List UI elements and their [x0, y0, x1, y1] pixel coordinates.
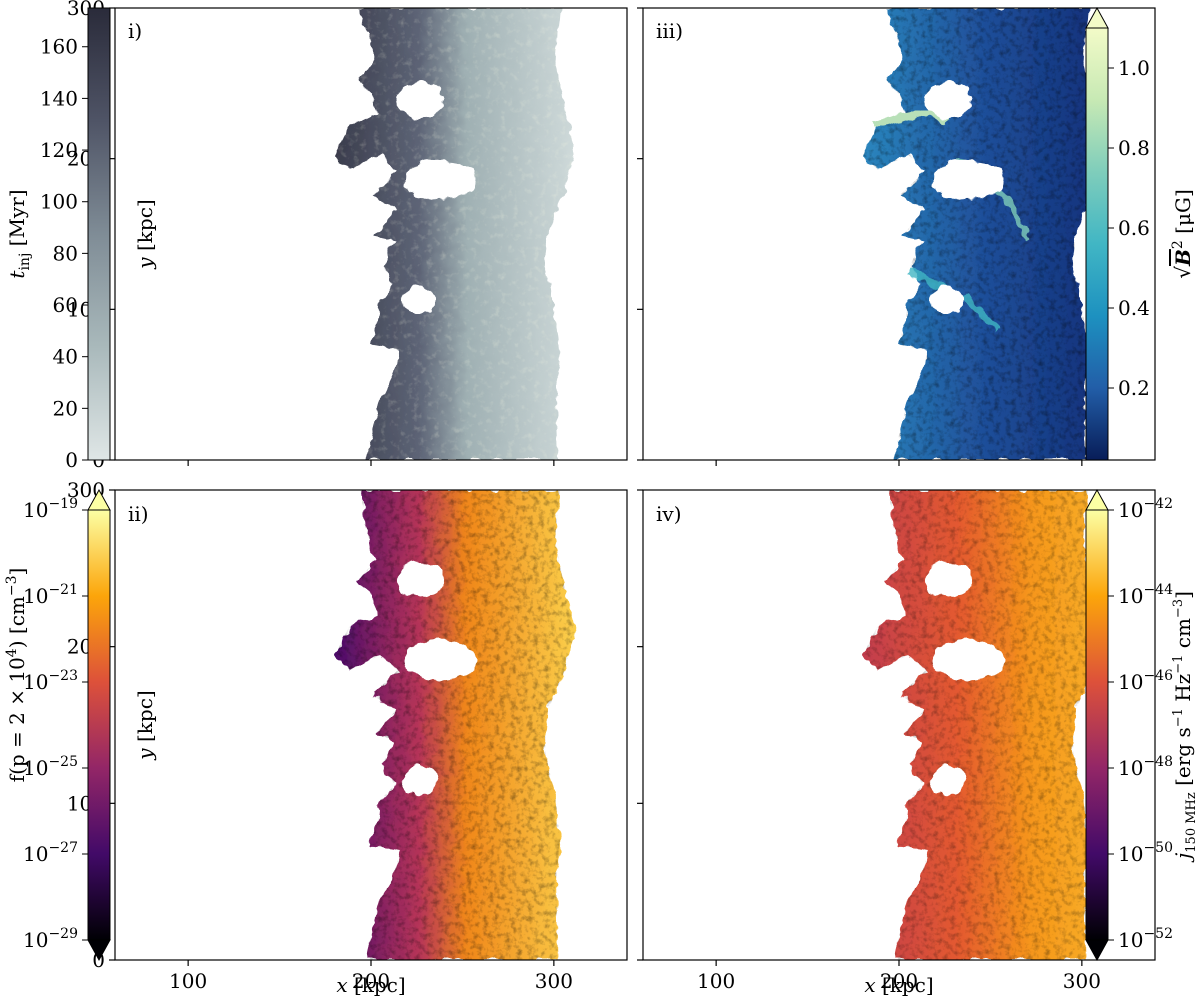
colorbar-j_150-extend-min — [1085, 939, 1109, 962]
colorbar-tick-label: 10−27 — [23, 840, 78, 866]
x-tick-label: 300 — [1063, 969, 1101, 993]
colorbar-label-t-inj: tinj [Myr] — [5, 189, 33, 278]
colorbar-tick-label: 10−52 — [1118, 926, 1173, 952]
colorbar-tick-label: 0 — [65, 448, 78, 472]
colorbar-B-body — [1085, 27, 1109, 461]
colorbar-tick-label: 140 — [40, 86, 78, 110]
x-axis-label-left: x [kpc] — [336, 973, 405, 997]
colorbar-tick-label: 80 — [53, 241, 78, 265]
colorbar-tick-label: 60 — [53, 293, 78, 317]
panel-label-iv: iv) — [656, 502, 682, 526]
colorbar-f_p: 10−29 10−27 10−25 10−23 10−21 10−19 — [23, 488, 111, 962]
panel-i-map — [335, 8, 575, 460]
colorbar-tick-label: 0.8 — [1118, 136, 1150, 160]
colorbar-j_150: 10−52 10−50 10−48 10−46 10−44 10−42 — [1085, 488, 1173, 962]
colorbar-tick-label: 0.2 — [1118, 376, 1150, 400]
colorbar-tick-label: 100 — [40, 190, 78, 214]
colorbar-tick-label: 10−44 — [1118, 582, 1173, 608]
panel-label-i: i) — [128, 19, 142, 43]
x-tick-label: 200 — [880, 969, 918, 993]
colorbar-j_150-body — [1085, 509, 1109, 941]
y-axis-label-bottom: y [kpc] — [133, 690, 157, 760]
colorbar-f_p-extend-min — [87, 939, 111, 962]
colorbar-tick-label: 10−48 — [1118, 754, 1173, 780]
colorbar-label-b: √B2 [μG] — [1170, 189, 1195, 279]
colorbar-label-f-p: f(p = 2 × 104) [cm−3] — [4, 568, 29, 783]
colorbar-B-extend-max — [1085, 6, 1109, 29]
panel-label-ii: ii) — [128, 502, 149, 526]
panel-iv-axes: 100 200 300 — [637, 489, 1156, 993]
panel-iii-map — [863, 8, 1103, 460]
x-axis-label-right: x [kpc] — [864, 973, 933, 997]
colorbar-j_150-extend-max — [1085, 488, 1109, 511]
colorbar-B: 0.2 0.4 0.6 0.8 1.0 — [1085, 6, 1150, 461]
colorbar-tick-label: 10−23 — [23, 668, 78, 694]
y-axis-label-top: y [kpc] — [133, 199, 157, 269]
panel-iv-map — [863, 490, 1103, 960]
colorbar-f_p-body — [87, 509, 111, 941]
colorbar-tick-label: 120 — [40, 138, 78, 162]
colorbar-tick-label: 10−46 — [1118, 668, 1173, 694]
colorbar-tick-label: 40 — [53, 345, 78, 369]
colorbar-t_inj: 0 20 40 60 80 100 120 140 160 — [40, 7, 111, 472]
colorbar-tick-label: 0.6 — [1118, 216, 1150, 240]
x-tick-label: 100 — [697, 969, 735, 993]
panel-label-iii: iii) — [656, 19, 683, 43]
colorbar-t_inj-body — [87, 7, 111, 461]
colorbar-tick-label: 20 — [53, 396, 78, 420]
colorbar-tick-label: 10−29 — [23, 926, 78, 952]
colorbar-tick-label: 10−21 — [23, 582, 78, 608]
panel-ii-map — [335, 490, 575, 960]
colorbar-tick-label: 1.0 — [1118, 56, 1150, 80]
colorbar-tick-label: 160 — [40, 35, 78, 59]
colorbar-tick-label: 10−19 — [23, 496, 78, 522]
colorbar-tick-label: 10−50 — [1118, 840, 1173, 866]
x-tick-label: 100 — [169, 969, 207, 993]
x-tick-label: 300 — [535, 969, 573, 993]
panel-iii-axes — [637, 7, 1156, 466]
colorbar-label-j-150: j150 MHz [erg s−1 Hz−1 cm−3] — [1171, 591, 1199, 863]
colorbar-tick-label: 0.4 — [1118, 296, 1150, 320]
x-tick-label: 200 — [352, 969, 390, 993]
colorbar-f_p-extend-max — [87, 488, 111, 511]
colorbar-tick-label: 10−25 — [23, 754, 78, 780]
colorbar-tick-label: 10−42 — [1118, 496, 1173, 522]
